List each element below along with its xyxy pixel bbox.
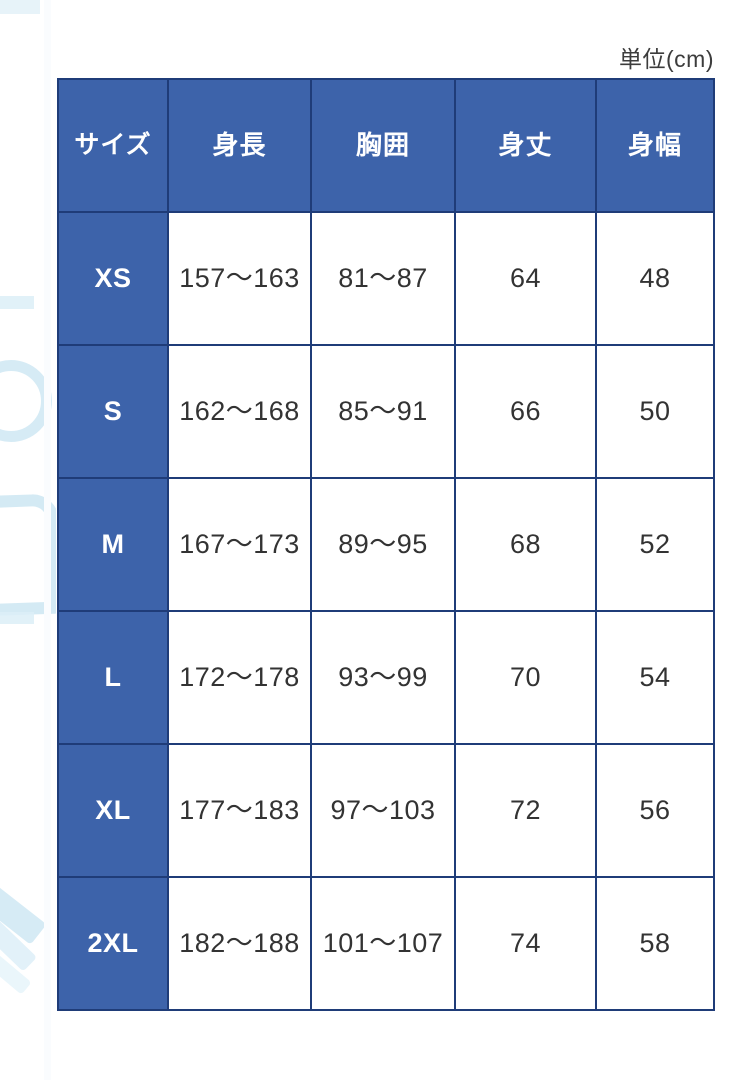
cell-size: 2XL	[57, 876, 169, 1011]
watermark-shape-swoosh-1	[0, 881, 47, 945]
cell-length: 70	[454, 610, 597, 745]
cell-chest-value: 81〜87	[338, 262, 428, 293]
cell-height: 172〜178	[167, 610, 312, 745]
cell-width: 56	[595, 743, 715, 878]
table-row: S 162〜168 85〜91 66 50	[57, 344, 715, 479]
watermark-shape-ring	[0, 360, 52, 442]
cell-length: 74	[454, 876, 597, 1011]
watermark-shape-numeral	[0, 493, 56, 617]
column-header-length: 身丈	[454, 78, 597, 213]
table-row: XL 177〜183 97〜103 72 56	[57, 743, 715, 878]
cell-size: XL	[57, 743, 169, 878]
cell-height-value: 162〜168	[179, 395, 300, 426]
cell-size: M	[57, 477, 169, 612]
cell-width: 50	[595, 344, 715, 479]
size-chart-container: サイズ 身長 胸囲 身丈 身幅 XS 157〜163 81〜87 64 48 S…	[57, 78, 715, 1011]
cell-height: 167〜173	[167, 477, 312, 612]
table-row: 2XL 182〜188 101〜107 74 58	[57, 876, 715, 1011]
cell-width: 54	[595, 610, 715, 745]
watermark-shape-swoosh-2	[0, 918, 38, 972]
table-header: サイズ 身長 胸囲 身丈 身幅	[57, 78, 715, 213]
table-row: M 167〜173 89〜95 68 52	[57, 477, 715, 612]
cell-size: XS	[57, 211, 169, 346]
cell-length: 64	[454, 211, 597, 346]
cell-height: 157〜163	[167, 211, 312, 346]
cell-chest: 89〜95	[310, 477, 456, 612]
watermark-shape-bar-top	[0, 0, 40, 14]
cell-height-value: 177〜183	[179, 794, 300, 825]
cell-chest: 101〜107	[310, 876, 456, 1011]
cell-chest: 97〜103	[310, 743, 456, 878]
cell-width: 48	[595, 211, 715, 346]
watermark-shape-swoosh-3	[0, 941, 32, 995]
cell-height-value: 157〜163	[179, 262, 300, 293]
cell-height-value: 167〜173	[179, 528, 300, 559]
unit-caption: 単位(cm)	[619, 46, 714, 72]
cell-chest-value: 101〜107	[322, 927, 444, 958]
cell-chest: 93〜99	[310, 610, 456, 745]
cell-length: 72	[454, 743, 597, 878]
cell-chest-value: 89〜95	[338, 528, 428, 559]
cell-size: S	[57, 344, 169, 479]
column-header-width: 身幅	[595, 78, 715, 213]
cell-length: 68	[454, 477, 597, 612]
cell-size: L	[57, 610, 169, 745]
cell-height: 177〜183	[167, 743, 312, 878]
cell-width: 58	[595, 876, 715, 1011]
table-row: XS 157〜163 81〜87 64 48	[57, 211, 715, 346]
cell-chest-value: 97〜103	[330, 794, 436, 825]
watermark-shape-bar-b	[0, 612, 34, 624]
cell-chest-value: 85〜91	[338, 395, 428, 426]
cell-chest-value: 93〜99	[338, 661, 428, 692]
cell-height: 182〜188	[167, 876, 312, 1011]
cell-width: 52	[595, 477, 715, 612]
column-header-size: サイズ	[57, 78, 169, 213]
watermark-edge-line	[44, 0, 51, 1080]
header-row: サイズ 身長 胸囲 身丈 身幅	[57, 78, 715, 213]
cell-chest: 81〜87	[310, 211, 456, 346]
cell-height-value: 182〜188	[179, 927, 300, 958]
column-header-chest: 胸囲	[310, 78, 456, 213]
size-chart-table: サイズ 身長 胸囲 身丈 身幅 XS 157〜163 81〜87 64 48 S…	[57, 78, 715, 1011]
cell-length: 66	[454, 344, 597, 479]
background-watermark	[0, 0, 56, 1080]
watermark-shape-bar-a	[0, 296, 34, 309]
column-header-height: 身長	[167, 78, 312, 213]
cell-height: 162〜168	[167, 344, 312, 479]
table-body: XS 157〜163 81〜87 64 48 S 162〜168 85〜91 6…	[57, 211, 715, 1011]
cell-height-value: 172〜178	[179, 661, 300, 692]
table-row: L 172〜178 93〜99 70 54	[57, 610, 715, 745]
cell-chest: 85〜91	[310, 344, 456, 479]
